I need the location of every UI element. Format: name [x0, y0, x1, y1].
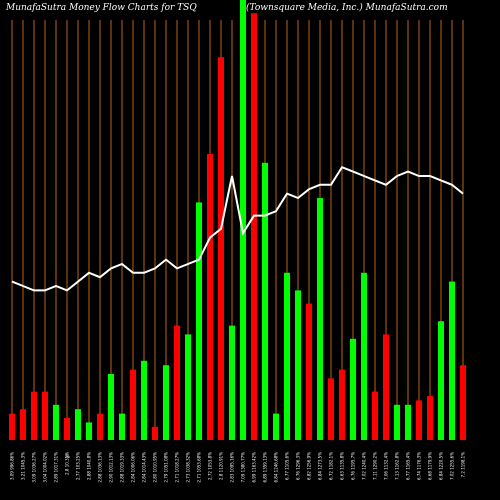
x-tick-label: 7.2 1198.1%: [461, 452, 466, 478]
bar: [383, 334, 389, 440]
x-tick-label: 2.89 1017.31%: [54, 452, 59, 483]
bar: [229, 325, 235, 440]
bar: [75, 409, 81, 440]
bar: [405, 404, 411, 440]
x-tick-label: 2.84 1014.43%: [142, 452, 147, 483]
x-tick-label: 2.73 1038.32%: [186, 452, 191, 483]
bar: [119, 413, 125, 440]
money-flow-line: [11, 165, 464, 292]
x-tick-label: 2.8 1120.91%: [219, 452, 224, 480]
bar: [218, 57, 224, 440]
bar: [86, 422, 92, 440]
bar: [306, 303, 312, 440]
x-tick-label: 6.63 1135.8%: [340, 452, 345, 480]
x-tick-label: 6.74 1176.3%: [417, 452, 422, 480]
x-tick-label: 6.84 1220.5%: [439, 452, 444, 480]
bar: [350, 338, 356, 440]
bar: [240, 0, 246, 440]
x-tick-label: 3.09 1036.27%: [32, 452, 37, 483]
bar: [163, 365, 169, 440]
x-tick-label: 2.8 10.35%: [65, 452, 70, 475]
bar: [53, 404, 59, 440]
line-series: [11, 165, 464, 292]
bar: [449, 281, 455, 440]
x-tick-label: 7.02 1240.4%: [362, 452, 367, 480]
bar: [152, 426, 158, 440]
bar: [394, 404, 400, 440]
chart-title-left: MunafaSutra Money Flow Charts for TSQ: [5, 3, 197, 13]
x-tick-label: 7.09 1380.77%: [241, 452, 246, 483]
bar: [20, 409, 26, 440]
x-tick-label: 6.84 1246.68%: [274, 452, 279, 483]
x-tick-label: 2.80 1010.95%: [153, 452, 158, 483]
bar: [339, 369, 345, 440]
bar: [97, 413, 103, 440]
bar: [64, 418, 70, 440]
x-tick-label: 6.77 1105.6%: [285, 452, 290, 480]
x-tick-label: 6.76 1296.3%: [296, 452, 301, 480]
bar: [284, 272, 290, 440]
bar: [196, 202, 202, 440]
bar: [438, 321, 444, 440]
x-tick-label: 6.89 1359.13%: [263, 452, 268, 483]
x-axis-tick-labels: 3.09 996.86% 3.21 1045.3% 3.09 1036.27% 3.0…: [10, 452, 466, 483]
bar: [372, 391, 378, 440]
x-tick-label: 6.82 1256.9%: [307, 452, 312, 480]
x-tick-label: 2.90 1012.13%: [109, 452, 114, 483]
bar: [317, 198, 323, 440]
x-tick-label: 2.77 103.25%: [76, 452, 81, 480]
bar: [31, 391, 37, 440]
x-tick-label: 2.88 1040.8%: [87, 452, 92, 480]
bar: [207, 154, 213, 440]
bar: [295, 290, 301, 440]
bar: [361, 272, 367, 440]
x-tick-label: 2.83 1095.16%: [230, 452, 235, 483]
x-tick-label: 3.21 1045.3%: [21, 452, 26, 480]
bar: [273, 413, 279, 440]
x-tick-label: 2.88 1019.33%: [120, 452, 125, 483]
x-tick-label: 6.99 1163.42%: [252, 452, 257, 483]
bar: [262, 162, 268, 441]
x-tick-label: 6.68 1179.9%: [428, 452, 433, 480]
x-tick-label: 7.02 1255.6%: [450, 452, 455, 480]
bar: [141, 360, 147, 440]
bar: [427, 396, 433, 440]
x-tick-label: 2.79 1051.08%: [164, 452, 169, 483]
bar: [185, 334, 191, 440]
chart-title-right: (Townsquare Media, Inc.) MunafaSutra.com: [246, 2, 448, 13]
bar: [130, 369, 136, 440]
bar: [174, 325, 180, 440]
bar: [251, 13, 257, 440]
bar: [416, 400, 422, 440]
bar-series: [9, 0, 466, 441]
x-tick-label: 2.71 1053.68%: [197, 452, 202, 483]
bar: [42, 391, 48, 440]
x-tick-label: 6.72 1182.1%: [329, 452, 334, 480]
x-tick-label: 6.84 1273.5%: [318, 452, 323, 480]
x-tick-label: 3.04 1004.02%: [43, 452, 48, 483]
x-tick-label: 2.88 1036.13%: [98, 452, 103, 483]
x-tick-label: 2.72 1053.8%: [208, 452, 213, 480]
bar: [460, 365, 466, 440]
x-tick-label: 7.06 1132.4%: [384, 452, 389, 480]
axis-stray-label: %: [66, 454, 70, 459]
x-tick-label: 6.77 1165.4%: [406, 452, 411, 480]
x-tick-label: 7.13 1162.8%: [395, 452, 400, 480]
x-tick-label: 2.71 1018.27%: [175, 452, 180, 483]
x-tick-label: 2.84 1006.06%: [131, 452, 136, 483]
x-tick-label: 6.76 1195.7%: [351, 452, 356, 480]
bar: [9, 413, 15, 440]
bar: [108, 374, 114, 440]
x-tick-label: 3.09 996.86%: [10, 452, 15, 480]
bar: [328, 378, 334, 440]
x-tick-label: 7.11 1290.2%: [373, 452, 378, 480]
